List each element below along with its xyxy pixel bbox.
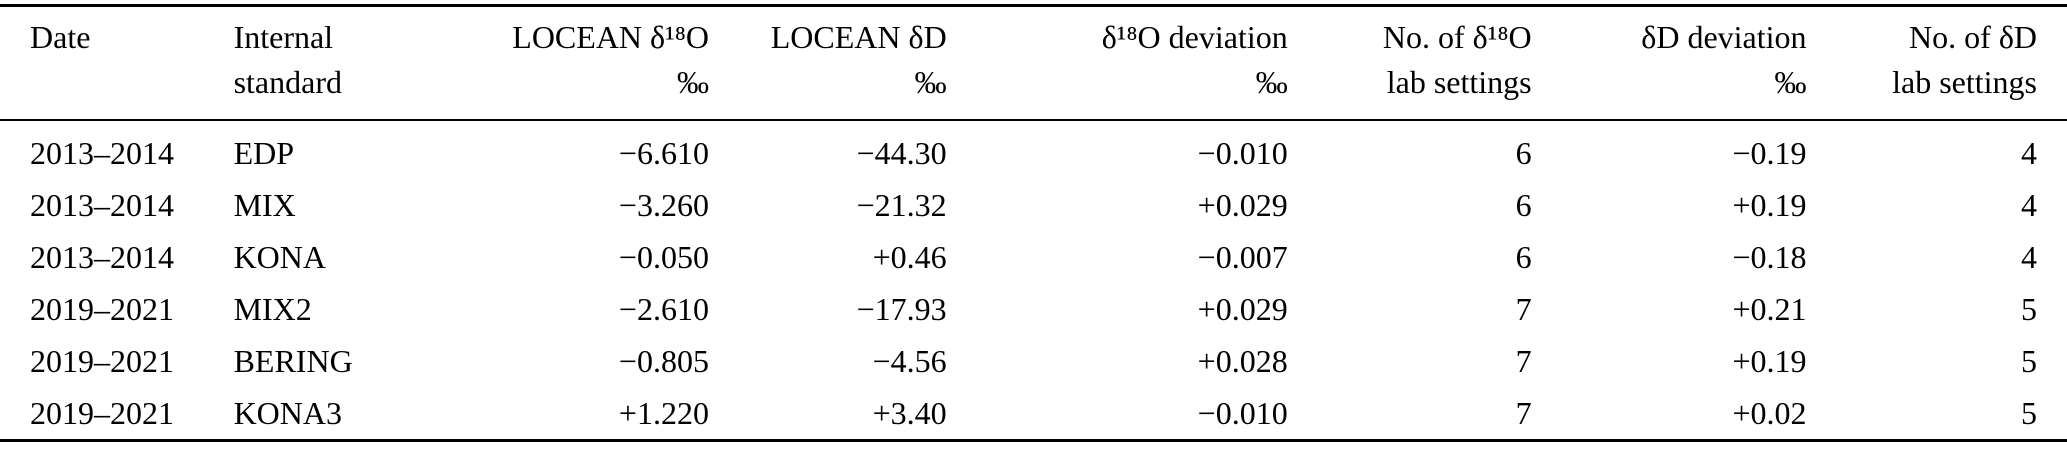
table-cell-locean-dd: −21.32 (856, 187, 947, 223)
column-header-n-d18o-lab-settings: No. of δ¹⁸O lab settings (1287, 5, 1532, 121)
table-cell-dd-deviation: +0.19 (1732, 343, 1807, 379)
column-header-line1: δD deviation (1641, 19, 1807, 55)
table-cell-n-dd-lab-settings: 4 (2021, 135, 2037, 171)
table-cell-locean-dd: +0.46 (872, 239, 947, 275)
table-body: 2013–2014 EDP −6.610 −44.30 −0.010 6 −0.19 4 201… (0, 120, 2067, 441)
column-header-line2: ‰ (1774, 64, 1807, 100)
table-cell-locean-dd: −17.93 (856, 291, 947, 327)
column-header-n-dd-lab-settings: No. of δD lab settings (1806, 5, 2067, 121)
column-header-locean-dd: LOCEAN δD ‰ (708, 5, 947, 121)
table-cell-internal-standard: MIX (233, 187, 296, 223)
table-cell-date: 2019–2021 (30, 291, 174, 327)
table-cell-internal-standard: EDP (233, 135, 295, 171)
table-cell-dd-deviation: +0.19 (1732, 187, 1807, 223)
table-cell-locean-dd: −44.30 (856, 135, 947, 171)
table-cell-n-dd-lab-settings: 5 (2021, 395, 2037, 431)
table-cell-locean-d18o: +1.220 (618, 395, 709, 431)
column-header-dd-deviation: δD deviation ‰ (1531, 5, 1807, 121)
table-cell-date: 2013–2014 (30, 135, 174, 171)
column-header-line1: LOCEAN δ¹⁸O (512, 19, 709, 55)
table-cell-n-d18o-lab-settings: 7 (1515, 343, 1532, 379)
table-cell-locean-d18o: −0.050 (618, 239, 709, 275)
table-cell-n-d18o-lab-settings: 6 (1515, 239, 1532, 275)
table-cell-n-dd-lab-settings: 4 (2021, 239, 2037, 275)
table-cell-locean-d18o: −3.260 (618, 187, 709, 223)
column-header-line2: ‰ (914, 64, 947, 100)
table-cell-internal-standard: MIX2 (233, 291, 312, 327)
table-cell-n-d18o-lab-settings: 7 (1515, 291, 1532, 327)
column-header-line2: lab settings (1386, 64, 1532, 100)
column-header-line1: Internal (233, 19, 334, 55)
table-row: 2019–2021 KONA3 +1.220 +3.40 −0.010 7 +0.02 5 (0, 387, 2067, 441)
table-cell-internal-standard: BERING (233, 343, 353, 379)
column-header-line2: ‰ (1255, 64, 1288, 100)
table-cell-internal-standard: KONA (233, 239, 326, 275)
column-header-line2: ‰ (676, 64, 709, 100)
table-cell-dd-deviation: −0.19 (1732, 135, 1807, 171)
table-cell-n-d18o-lab-settings: 6 (1515, 187, 1532, 223)
table-cell-n-dd-lab-settings: 4 (2021, 187, 2037, 223)
column-header-line1: No. of δ¹⁸O (1382, 19, 1532, 55)
table-cell-locean-d18o: −0.805 (618, 343, 709, 379)
table-cell-dd-deviation: +0.02 (1732, 395, 1807, 431)
table-row: 2019–2021 BERING −0.805 −4.56 +0.028 7 +0.19 5 (0, 335, 2067, 387)
table-cell-locean-d18o: −6.610 (618, 135, 709, 171)
table-row: 2013–2014 MIX −3.260 −21.32 +0.029 6 +0.19 4 (0, 179, 2067, 231)
column-header-locean-d18o: LOCEAN δ¹⁸O ‰ (450, 5, 709, 121)
column-header-line1: δ¹⁸O deviation (1101, 19, 1288, 55)
table-row: 2013–2014 KONA −0.050 +0.46 −0.007 6 −0.18 4 (0, 231, 2067, 283)
table-cell-d18o-deviation: −0.010 (1197, 395, 1288, 431)
column-header-d18o-deviation: δ¹⁸O deviation ‰ (946, 5, 1288, 121)
table-cell-n-d18o-lab-settings: 7 (1515, 395, 1532, 431)
table-cell-date: 2019–2021 (30, 395, 174, 431)
table-cell-n-dd-lab-settings: 5 (2021, 291, 2037, 327)
table-row: 2019–2021 MIX2 −2.610 −17.93 +0.029 7 +0.21 5 (0, 283, 2067, 335)
table-row: 2013–2014 EDP −6.610 −44.30 −0.010 6 −0.19 4 (0, 120, 2067, 179)
table-cell-date: 2019–2021 (30, 343, 174, 379)
column-header-line2: lab settings (1892, 64, 2037, 100)
table-cell-date: 2013–2014 (30, 187, 174, 223)
column-header-line2: standard (233, 64, 342, 100)
table-cell-internal-standard: KONA3 (233, 395, 342, 431)
table-cell-n-dd-lab-settings: 5 (2021, 343, 2037, 379)
table-cell-d18o-deviation: −0.010 (1197, 135, 1288, 171)
column-header-line1: LOCEAN δD (770, 19, 947, 55)
table-cell-locean-dd: +3.40 (872, 395, 947, 431)
table-cell-d18o-deviation: +0.029 (1197, 187, 1288, 223)
table-cell-date: 2013–2014 (30, 239, 174, 275)
table-cell-locean-d18o: −2.610 (618, 291, 709, 327)
column-header-line1: Date (30, 19, 91, 55)
column-header-internal-standard: Internal standard (233, 5, 451, 121)
table-cell-d18o-deviation: +0.029 (1197, 291, 1288, 327)
standards-calibration-table: Date Internal standard LOCEAN δ¹⁸O ‰ LOCEAN δ… (0, 4, 2067, 442)
table-cell-d18o-deviation: +0.028 (1197, 343, 1288, 379)
table-cell-dd-deviation: +0.21 (1732, 291, 1807, 327)
table-cell-d18o-deviation: −0.007 (1197, 239, 1288, 275)
column-header-line1: No. of δD (1909, 19, 2037, 55)
paper-table-container: Date Internal standard LOCEAN δ¹⁸O ‰ LOCEAN δ… (0, 4, 2067, 442)
table-header: Date Internal standard LOCEAN δ¹⁸O ‰ LOCEAN δ… (0, 5, 2067, 121)
table-cell-locean-dd: −4.56 (872, 343, 947, 379)
table-cell-n-d18o-lab-settings: 6 (1515, 135, 1532, 171)
column-header-date: Date (0, 5, 234, 121)
table-header-row: Date Internal standard LOCEAN δ¹⁸O ‰ LOCEAN δ… (0, 5, 2067, 121)
table-cell-dd-deviation: −0.18 (1732, 239, 1807, 275)
